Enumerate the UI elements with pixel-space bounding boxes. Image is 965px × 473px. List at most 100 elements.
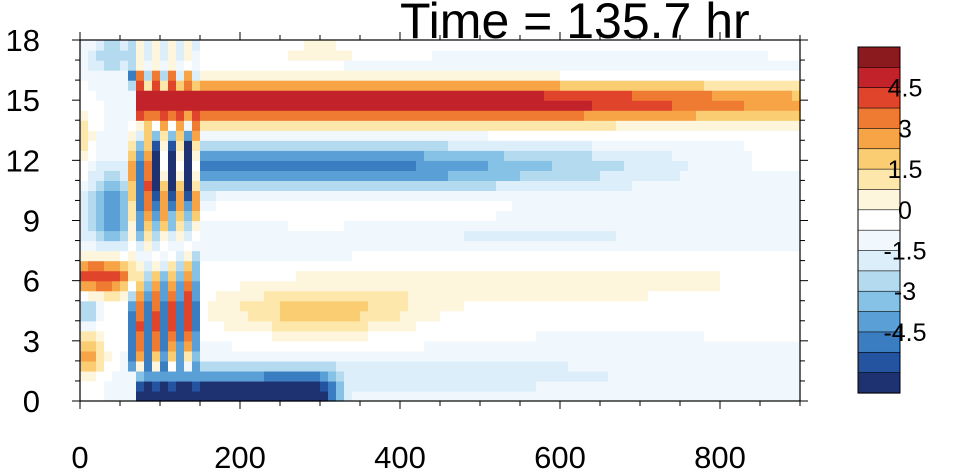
- heatmap-cell: [592, 190, 601, 202]
- heatmap-cell: [752, 350, 761, 362]
- heatmap-cell: [360, 130, 369, 141]
- heatmap-cell: [768, 120, 777, 131]
- heatmap-cell: [376, 200, 385, 212]
- heatmap-cell: [688, 200, 697, 212]
- heatmap-cell: [448, 180, 457, 192]
- heatmap-cell: [408, 310, 417, 322]
- heatmap-cell: [520, 190, 529, 202]
- heatmap-cell: [696, 310, 705, 322]
- heatmap-cell: [248, 280, 257, 292]
- heatmap-cell: [152, 290, 161, 302]
- heatmap-cell: [568, 190, 577, 202]
- heatmap-cell: [88, 210, 97, 222]
- heatmap-cell: [464, 390, 473, 402]
- heatmap-cell: [776, 340, 785, 352]
- heatmap-cell: [152, 120, 161, 131]
- heatmap-cell: [592, 290, 601, 302]
- heatmap-cell: [608, 80, 617, 91]
- heatmap-cell: [296, 190, 305, 202]
- heatmap-cell: [296, 220, 305, 232]
- heatmap-cell: [184, 90, 193, 101]
- heatmap-cell: [472, 330, 481, 342]
- heatmap-cell: [168, 250, 177, 262]
- heatmap-cell: [784, 170, 793, 181]
- heatmap-cell: [664, 380, 673, 392]
- heatmap-cell: [232, 100, 241, 111]
- heatmap-cell: [664, 60, 673, 71]
- heatmap-cell: [184, 390, 193, 402]
- heatmap-cell: [552, 360, 561, 372]
- heatmap-cell: [624, 280, 633, 292]
- heatmap-cell: [184, 210, 193, 222]
- heatmap-cell: [752, 320, 761, 332]
- heatmap-cell: [552, 80, 561, 91]
- heatmap-cell: [80, 130, 89, 141]
- heatmap-cell: [680, 310, 689, 322]
- heatmap-cell: [672, 380, 681, 392]
- heatmap-cell: [736, 280, 745, 292]
- heatmap-cell: [88, 140, 97, 151]
- heatmap-cell: [424, 170, 433, 181]
- heatmap-cell: [168, 300, 177, 312]
- heatmap-cell: [576, 280, 585, 292]
- heatmap-cell: [728, 220, 737, 232]
- heatmap-cell: [672, 190, 681, 202]
- heatmap-cell: [232, 160, 241, 171]
- heatmap-cell: [792, 240, 801, 252]
- heatmap-cell: [768, 300, 777, 312]
- heatmap-cell: [768, 260, 777, 272]
- heatmap-cell: [792, 220, 801, 232]
- heatmap-cell: [592, 170, 601, 181]
- heatmap-cell: [512, 270, 521, 282]
- heatmap-cell: [424, 230, 433, 242]
- heatmap-cell: [600, 170, 609, 181]
- heatmap-cell: [240, 240, 249, 252]
- heatmap-cell: [176, 110, 185, 121]
- heatmap-cell: [792, 230, 801, 242]
- heatmap-cell: [312, 370, 321, 382]
- heatmap-cell: [328, 300, 337, 312]
- heatmap-cell: [504, 330, 513, 342]
- heatmap-cell: [616, 120, 625, 131]
- heatmap-cell: [208, 50, 217, 61]
- heatmap-cell: [120, 330, 129, 342]
- heatmap-cell: [648, 230, 657, 242]
- heatmap-cell: [304, 260, 313, 272]
- heatmap-cell: [80, 280, 89, 292]
- heatmap-cell: [136, 310, 145, 322]
- heatmap-cell: [352, 60, 361, 71]
- heatmap-cell: [192, 110, 201, 121]
- heatmap-cell: [632, 320, 641, 332]
- heatmap-cell: [432, 240, 441, 252]
- heatmap-cell: [736, 250, 745, 262]
- heatmap-cell: [400, 120, 409, 131]
- heatmap-cell: [432, 270, 441, 282]
- heatmap-cell: [680, 330, 689, 342]
- heatmap-cell: [768, 320, 777, 332]
- heatmap-cell: [200, 110, 209, 121]
- heatmap-cell: [256, 60, 265, 71]
- heatmap-cell: [464, 190, 473, 202]
- heatmap-cell: [344, 320, 353, 332]
- heatmap-cell: [408, 130, 417, 141]
- heatmap-cell: [680, 140, 689, 151]
- heatmap-cell: [320, 70, 329, 81]
- heatmap-cell: [536, 370, 545, 382]
- heatmap-cell: [80, 110, 89, 121]
- heatmap-cell: [472, 200, 481, 212]
- heatmap-cell: [568, 140, 577, 151]
- heatmap-cell: [104, 200, 113, 212]
- heatmap-cell: [432, 130, 441, 141]
- heatmap-cell: [616, 230, 625, 242]
- heatmap-cell: [112, 230, 121, 242]
- heatmap-cell: [680, 340, 689, 352]
- heatmap-cell: [136, 230, 145, 242]
- heatmap-cell: [192, 130, 201, 141]
- heatmap-cell: [552, 130, 561, 141]
- heatmap-cell: [400, 210, 409, 222]
- heatmap-cell: [744, 80, 753, 91]
- heatmap-cell: [560, 280, 569, 292]
- heatmap-cell: [616, 150, 625, 161]
- heatmap-cell: [616, 260, 625, 272]
- x-tick-label: 400: [374, 440, 426, 473]
